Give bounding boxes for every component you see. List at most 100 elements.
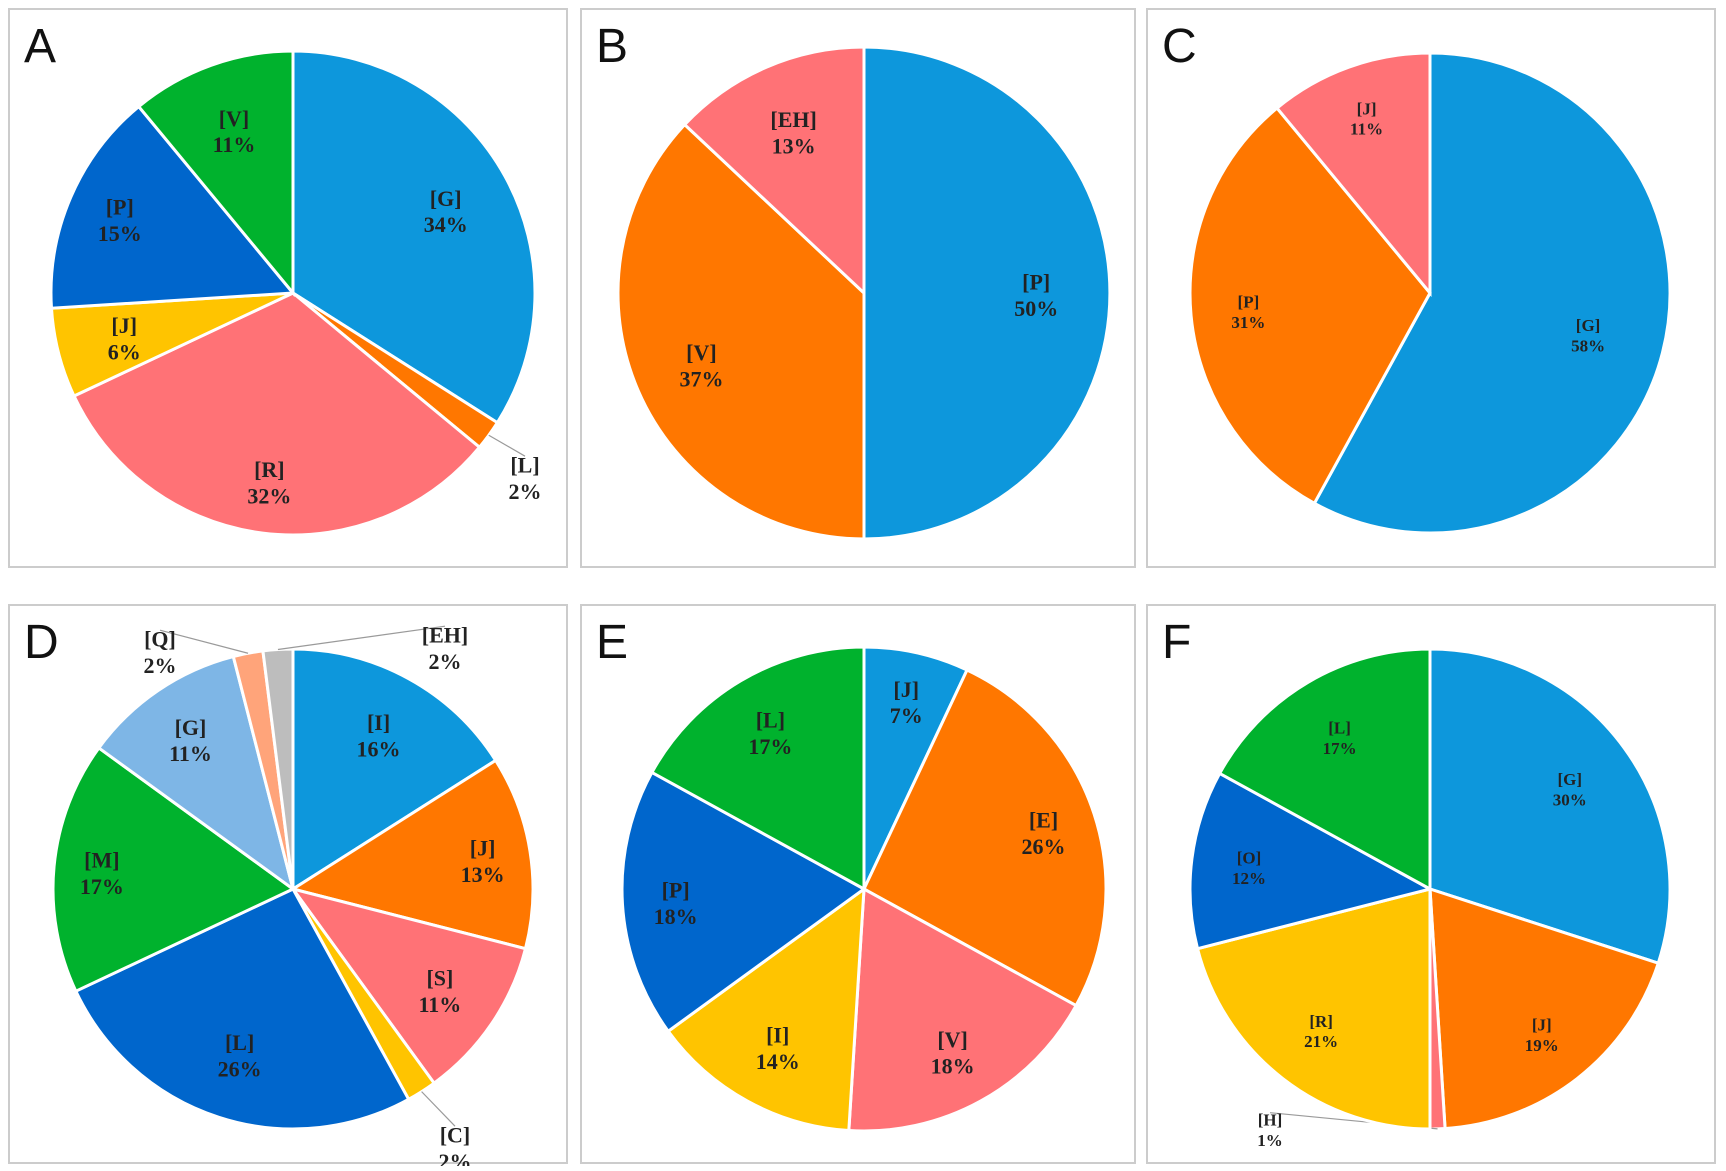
slice-percent-label: 17% xyxy=(80,874,124,899)
slice-percent-label: 2% xyxy=(509,479,542,504)
slice-category-label: [S] xyxy=(426,966,453,991)
slice-percent-label: 16% xyxy=(357,736,401,761)
pie-slice-p xyxy=(49,104,297,310)
pie-slice-s xyxy=(289,886,528,1086)
slice-category-label: [J] xyxy=(1357,99,1377,118)
slice-category-label: [EH] xyxy=(770,107,816,132)
pie-slice-p xyxy=(862,45,1112,541)
panel-letter: C xyxy=(1162,20,1197,73)
slice-category-label: [L] xyxy=(225,1030,254,1055)
pie-slice-o xyxy=(1188,771,1435,951)
slice-percent-label: 11% xyxy=(418,992,461,1017)
pie-slice-j xyxy=(862,645,970,890)
slice-category-label: [L] xyxy=(756,707,785,732)
pie-slice-l xyxy=(73,887,411,1131)
pie-chart-b: B [P]50% [V]37% [EH]13% xyxy=(596,20,1112,541)
slice-percent-label: 2% xyxy=(439,1149,472,1166)
slice-percent-label: 1% xyxy=(1257,1131,1283,1150)
slice-category-label: [I] xyxy=(766,1023,789,1048)
slice-category-label: [L] xyxy=(510,453,539,478)
pie-panel-d: D [I] 16% [J] 13% [S] 11% [C] 2% [L] 26% [M] 17% [G] 1… xyxy=(8,604,568,1166)
pie-panel-a: A [G] 34% [L] 2% [R] 32% [J] 6% [P] 15% [V] 11% xyxy=(8,8,568,568)
panel-letter: F xyxy=(1162,616,1191,669)
pie-panel-c: C [G] 58% [P] 31% [J] 11% xyxy=(1146,8,1716,568)
slice-percent-label: 15% xyxy=(98,221,142,246)
slice-percent-label: 32% xyxy=(247,483,291,508)
slice-percent-label: 21% xyxy=(1304,1032,1338,1051)
pie-panel-e: E [J] 7% [E] 26% [V] 18% [I] 14% [P] 18% [L] 17% xyxy=(580,604,1136,1164)
pie-panel-b: B [P] 50% [V] 37% [EH] 13% xyxy=(580,8,1136,568)
slice-percent-label: 18% xyxy=(931,1053,975,1078)
slice-category-label: [L] xyxy=(1328,719,1351,738)
slice-percent-label: 6% xyxy=(108,339,141,364)
pie-slice-g xyxy=(1312,51,1672,535)
slice-percent-label: 26% xyxy=(218,1056,262,1081)
slice-category-label: [Q] xyxy=(144,627,176,652)
slice-category-label: [V] xyxy=(219,106,250,131)
slice-percent-label: 50% xyxy=(1014,296,1058,321)
pie-slice-m xyxy=(51,745,296,994)
pie-slice-j xyxy=(1274,51,1432,298)
slice-percent-label: 31% xyxy=(1231,313,1265,332)
slice-category-label: [J] xyxy=(893,677,919,702)
slice-category-label: [V] xyxy=(937,1027,968,1052)
slice-category-label: [J] xyxy=(1532,1016,1552,1035)
slice-percent-label: 17% xyxy=(748,734,792,759)
pie-chart-f: F [G]30% [J]19% [H] 1% [R]21% [O]12% [L]17% xyxy=(1162,616,1672,1150)
pie-slice-eh xyxy=(261,647,295,890)
slice-percent-label: 58% xyxy=(1571,336,1605,355)
slice-percent-label: 18% xyxy=(654,904,698,929)
pie-slice-r xyxy=(1195,887,1432,1131)
slice-category-label: [C] xyxy=(440,1123,471,1148)
slice-percent-label: 13% xyxy=(461,862,505,887)
slice-percent-label: 14% xyxy=(756,1049,800,1074)
slice-category-label: [G] xyxy=(1558,770,1583,789)
slice-percent-label: 2% xyxy=(144,653,177,678)
slice-category-label: [I] xyxy=(367,710,390,735)
pie-slice-v xyxy=(847,886,1079,1133)
slice-percent-label: 11% xyxy=(213,132,256,157)
slice-percent-label: 11% xyxy=(169,741,212,766)
slice-category-label: [J] xyxy=(111,313,137,338)
panel-letter: B xyxy=(596,20,628,73)
slice-percent-label: 7% xyxy=(890,703,923,728)
pie-chart-d: D[I]16%[J]13%[S]11%[C]2%[L]26%[M]17%[G]1… xyxy=(24,616,535,1166)
pie-chart-e: E[J]7%[E]26%[V]18%[I]14%[P]18%[L]17% xyxy=(596,616,1108,1133)
slice-percent-label: 13% xyxy=(772,134,816,159)
panel-letter: D xyxy=(24,616,59,669)
slice-category-label: [E] xyxy=(1029,807,1058,832)
pie-slice-i xyxy=(666,885,866,1133)
panel-letter: A xyxy=(24,20,56,73)
leader-line xyxy=(421,1091,456,1127)
leader-line xyxy=(277,625,446,651)
pie-slice-j xyxy=(1428,886,1661,1131)
slice-category-label: [G] xyxy=(1576,316,1601,335)
slice-category-label: [G] xyxy=(175,715,207,740)
slice-category-label: [P] xyxy=(662,878,690,903)
slice-category-label: [M] xyxy=(84,848,119,873)
slice-percent-label: 17% xyxy=(1323,739,1357,758)
slice-percent-label: 12% xyxy=(1232,869,1266,888)
slice-percent-label: 34% xyxy=(424,212,468,237)
slice-category-label: [O] xyxy=(1237,849,1262,868)
slice-percent-label: 2% xyxy=(429,649,462,674)
pie-slice-j xyxy=(289,758,535,951)
leader-line xyxy=(159,629,249,654)
pie-slice-g xyxy=(1428,647,1672,966)
leader-line xyxy=(488,434,526,457)
slice-category-label: [R] xyxy=(1309,1012,1333,1031)
slice-category-label: [P] xyxy=(106,195,134,220)
slice-percent-label: 11% xyxy=(1350,120,1383,139)
pie-panel-f: F [G] 30% [J] 19% [H] 1% [R] 21% [O] 12% [L] 17% xyxy=(1146,604,1716,1164)
pie-slice-v xyxy=(616,122,866,541)
slice-percent-label: 37% xyxy=(679,366,723,391)
pie-slice-g xyxy=(96,654,296,893)
slice-percent-label: 30% xyxy=(1553,790,1587,809)
panel-letter: E xyxy=(596,616,628,669)
slice-category-label: [P] xyxy=(1022,270,1050,295)
slice-category-label: [P] xyxy=(1238,293,1260,312)
pie-slice-l xyxy=(1217,647,1432,892)
slice-percent-label: 26% xyxy=(1022,834,1066,859)
pie-slice-i xyxy=(291,647,498,892)
slice-category-label: [H] xyxy=(1258,1110,1283,1129)
